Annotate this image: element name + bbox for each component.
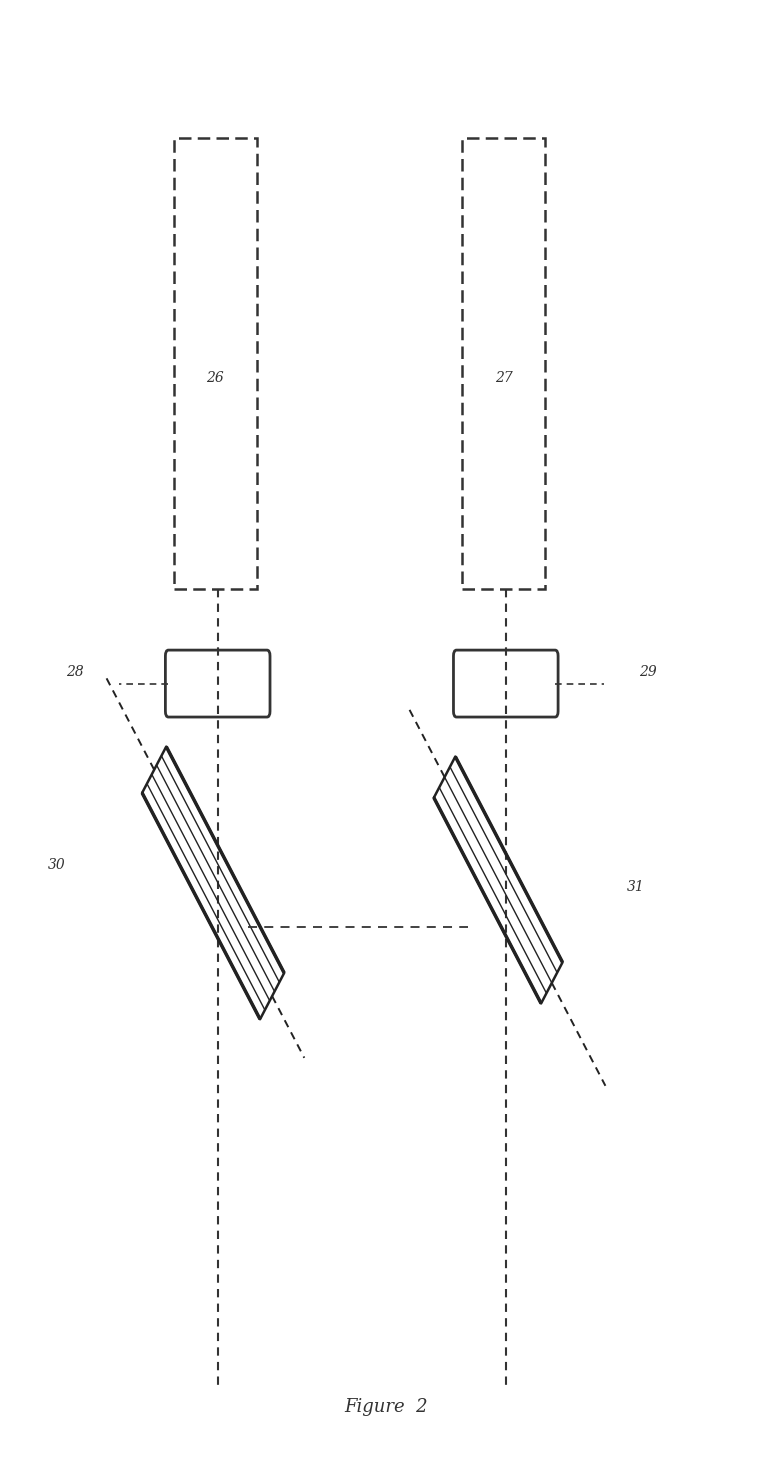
Text: 31: 31: [628, 880, 645, 895]
Text: Figure  2: Figure 2: [344, 1398, 428, 1416]
Text: 29: 29: [638, 665, 656, 679]
Bar: [462, 138, 545, 589]
Text: 26: 26: [207, 372, 225, 385]
FancyBboxPatch shape: [165, 651, 270, 717]
Bar: [174, 138, 257, 589]
Text: 30: 30: [47, 858, 65, 873]
FancyBboxPatch shape: [453, 651, 558, 717]
Text: 28: 28: [66, 665, 84, 679]
Text: 27: 27: [495, 372, 513, 385]
